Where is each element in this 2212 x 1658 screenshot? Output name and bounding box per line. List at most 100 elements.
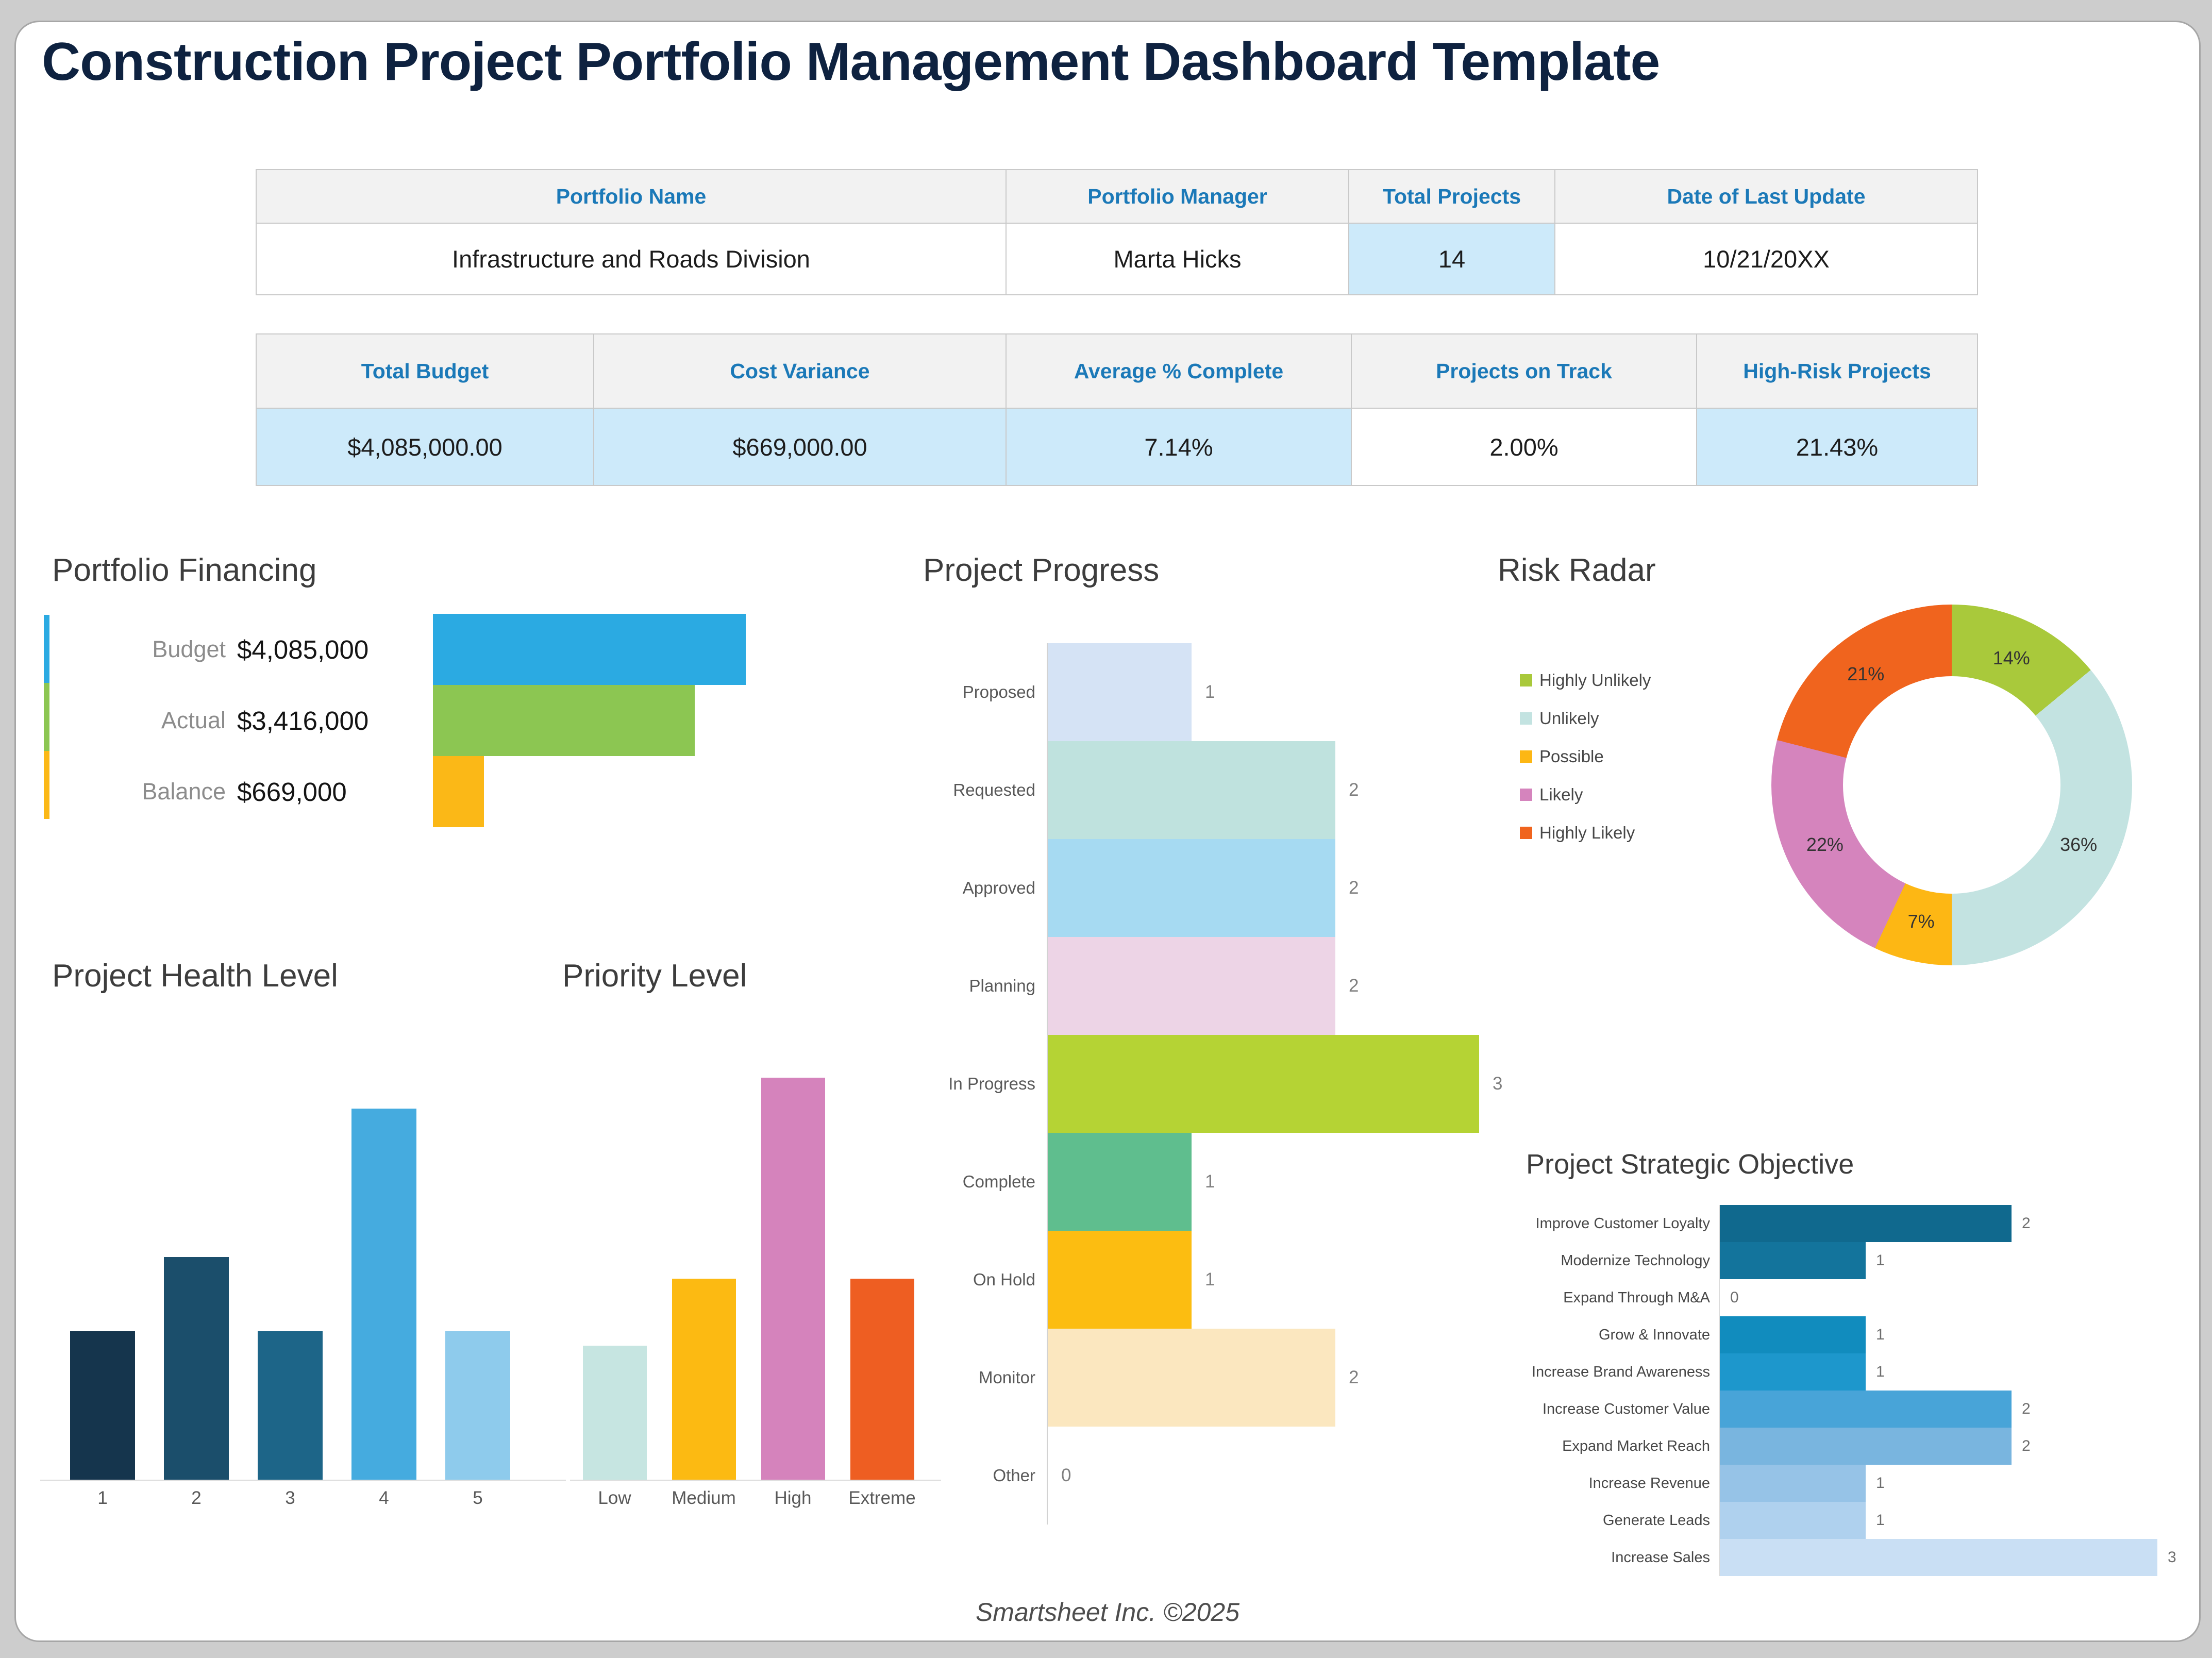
financing-row: Budget $4,085,000	[105, 614, 867, 685]
table-value-cell: $4,085,000.00	[256, 408, 594, 486]
info-table-header-row: Portfolio Name Portfolio Manager Total Pro…	[256, 169, 1978, 224]
financing-row: Balance $669,000	[105, 756, 867, 827]
strategic-category-label: Improve Customer Loyalty	[1535, 1215, 1710, 1232]
table-header-cell: Portfolio Name	[256, 169, 1007, 224]
financing-category-label: Balance	[142, 778, 226, 805]
strategic-value-label: 1	[1876, 1363, 1885, 1380]
progress-bar-area: 3	[1047, 1035, 1737, 1133]
strategic-bar	[1720, 1465, 1866, 1502]
donut-hole	[1843, 676, 2060, 894]
progress-category-label: In Progress	[948, 1074, 1035, 1093]
table-value-cell: Marta Hicks	[1006, 223, 1349, 295]
donut-slice-label: 22%	[1806, 833, 1844, 855]
legend-label: Highly Unlikely	[1539, 671, 1651, 690]
project-progress-chart: Proposed 1 Requested 2 Approved 2 Planning 2 In …	[923, 643, 1737, 1525]
strategic-bar-area: 1	[1719, 1502, 2196, 1539]
strategic-row: Improve Customer Loyalty 2	[1526, 1205, 2196, 1242]
financing-legend-color-strip	[44, 615, 49, 819]
progress-bar-area: 0	[1047, 1427, 1737, 1525]
strategic-bar	[1720, 1353, 1866, 1391]
progress-value-label: 2	[1349, 878, 1359, 898]
legend-label: Possible	[1539, 747, 1604, 766]
legend-strip-segment	[44, 683, 49, 751]
table-value-cell: 7.14%	[1006, 408, 1352, 486]
strategic-row: Increase Sales 3	[1526, 1539, 2196, 1576]
progress-bar	[1048, 1133, 1192, 1231]
strategic-bar	[1720, 1539, 2157, 1576]
progress-row: Approved 2	[923, 839, 1737, 937]
progress-bar-area: 2	[1047, 741, 1737, 839]
progress-category-label: Planning	[969, 976, 1035, 995]
progress-value-label: 2	[1349, 780, 1359, 800]
strategic-value-label: 1	[1876, 1475, 1885, 1492]
strategic-bar-area: 3	[1719, 1539, 2196, 1576]
legend-item: Highly Likely	[1520, 814, 1651, 852]
priority-tick-label: Low	[598, 1488, 631, 1508]
strategic-row: Increase Revenue 1	[1526, 1465, 2196, 1502]
legend-color-chip	[1520, 712, 1532, 725]
health-chart-title: Project Health Level	[52, 958, 338, 994]
progress-row: Complete 1	[923, 1133, 1737, 1231]
priority-level-chart: Low Medium High Extreme	[570, 1074, 941, 1522]
progress-row: Other 0	[923, 1427, 1737, 1525]
financing-category-label: Actual	[161, 707, 226, 733]
progress-value-label: 0	[1061, 1465, 1071, 1485]
progress-row: Proposed 1	[923, 643, 1737, 741]
table-value-cell: 14	[1348, 223, 1555, 295]
financing-category-label: Budget	[152, 636, 226, 662]
progress-bar-area: 1	[1047, 643, 1737, 741]
strategic-category-label: Modernize Technology	[1561, 1252, 1710, 1269]
progress-category-label: Requested	[953, 780, 1035, 799]
strategic-value-label: 2	[2022, 1437, 2031, 1454]
financing-value-label: $3,416,000	[237, 706, 369, 735]
strategic-category-label: Increase Revenue	[1588, 1475, 1710, 1492]
strategic-category-label: Generate Leads	[1603, 1512, 1710, 1529]
table-value-cell: 10/21/20XX	[1554, 223, 1978, 295]
strategic-bar-area: 0	[1719, 1279, 2196, 1316]
strategic-category-label: Grow & Innovate	[1599, 1326, 1710, 1343]
strategic-value-label: 0	[1730, 1289, 1739, 1306]
strategic-value-label: 1	[1876, 1326, 1885, 1343]
strategic-category-label: Expand Market Reach	[1562, 1437, 1710, 1454]
progress-value-label: 1	[1205, 1171, 1215, 1192]
progress-row: Requested 2	[923, 741, 1737, 839]
strategic-bar-area: 1	[1719, 1316, 2196, 1353]
financing-bar	[433, 756, 484, 827]
info-table-value-row: Infrastructure and Roads Division Marta H…	[256, 223, 1978, 295]
strategic-row: Grow & Innovate 1	[1526, 1316, 2196, 1353]
donut-slice-label: 7%	[1907, 911, 1935, 932]
table-value-cell: 21.43%	[1696, 408, 1978, 486]
strategic-row: Expand Market Reach 2	[1526, 1428, 2196, 1465]
legend-label: Unlikely	[1539, 709, 1599, 728]
health-bar	[258, 1331, 323, 1480]
strategic-row: Expand Through M&A 0	[1526, 1279, 2196, 1316]
legend-item: Likely	[1520, 776, 1651, 814]
strategic-value-label: 2	[2022, 1215, 2031, 1232]
progress-row: On Hold 1	[923, 1231, 1737, 1329]
strategic-bar-area: 1	[1719, 1465, 2196, 1502]
priority-tick-label: Extreme	[848, 1488, 916, 1508]
legend-item: Possible	[1520, 738, 1651, 776]
progress-bar-area: 2	[1047, 937, 1737, 1035]
table-header-cell: Date of Last Update	[1554, 169, 1978, 224]
strategic-bar	[1720, 1502, 1866, 1539]
table-header-cell: Total Projects	[1348, 169, 1555, 224]
table-header-cell: Portfolio Manager	[1006, 169, 1349, 224]
progress-bar-area: 1	[1047, 1133, 1737, 1231]
footer-credit: Smartsheet Inc. ©2025	[975, 1598, 1240, 1627]
table-value-cell: $669,000.00	[593, 408, 1007, 486]
progress-bar-area: 1	[1047, 1231, 1737, 1329]
health-bar	[445, 1331, 510, 1480]
progress-bar-area: 2	[1047, 1329, 1737, 1427]
health-bar	[70, 1331, 135, 1480]
priority-tick-label: Medium	[672, 1488, 736, 1508]
health-tick-label: 4	[379, 1488, 389, 1508]
table-value-cell: Infrastructure and Roads Division	[256, 223, 1007, 295]
priority-bar	[850, 1279, 914, 1480]
priority-chart-title: Priority Level	[562, 958, 747, 994]
strategic-category-label: Increase Sales	[1611, 1549, 1710, 1566]
portfolio-metrics-table: Total Budget Cost Variance Average % Compl…	[256, 333, 1978, 486]
project-health-level-chart: 1 2 3 4 5	[40, 1074, 566, 1522]
legend-color-chip	[1520, 674, 1532, 686]
strategic-bar-area: 1	[1719, 1353, 2196, 1391]
